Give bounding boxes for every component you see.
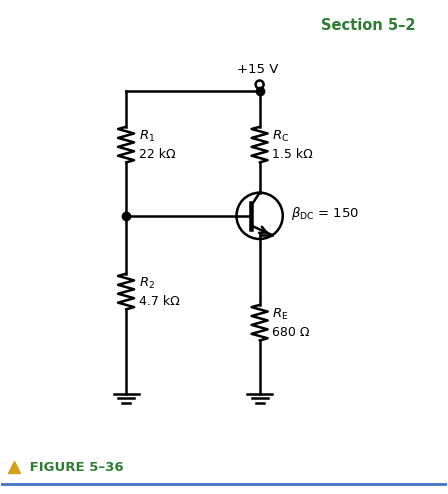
Text: FIGURE 5–36: FIGURE 5–36	[25, 461, 123, 474]
Text: $R_\mathrm{E}$: $R_\mathrm{E}$	[272, 307, 289, 322]
Text: Section 5–2: Section 5–2	[321, 18, 415, 33]
Text: $\beta_\mathrm{DC}$ = 150: $\beta_\mathrm{DC}$ = 150	[291, 205, 359, 222]
Text: 22 kΩ: 22 kΩ	[138, 148, 175, 161]
Text: 680 Ω: 680 Ω	[272, 326, 310, 339]
Text: $R_2$: $R_2$	[138, 276, 155, 291]
Text: $R_\mathrm{C}$: $R_\mathrm{C}$	[272, 129, 289, 144]
Text: 4.7 kΩ: 4.7 kΩ	[138, 295, 179, 308]
Text: 1.5 kΩ: 1.5 kΩ	[272, 148, 313, 161]
Text: $R_1$: $R_1$	[138, 129, 155, 144]
Text: +15 V: +15 V	[237, 64, 278, 77]
